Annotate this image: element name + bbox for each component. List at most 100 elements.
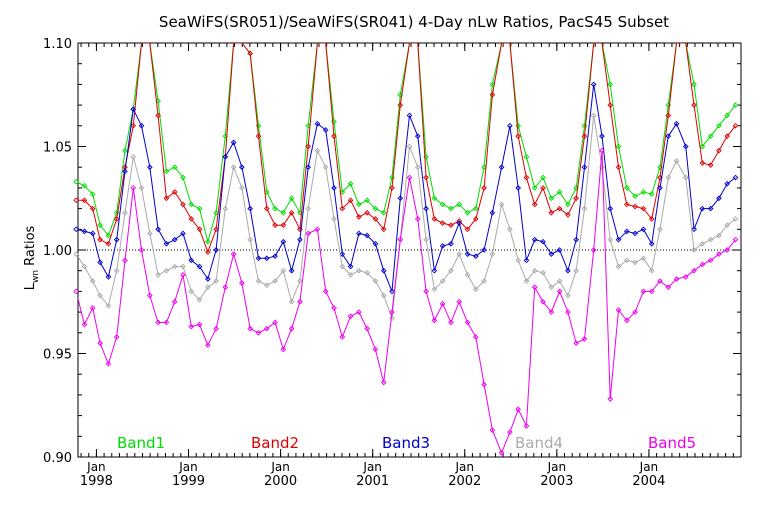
x-tick-label-month: Jan — [270, 460, 290, 474]
data-point-band5 — [448, 319, 454, 326]
data-point-band4 — [146, 230, 153, 237]
data-point-band1 — [699, 143, 706, 150]
data-point-band2 — [548, 209, 555, 216]
data-point-band5 — [648, 288, 655, 295]
y-tick-label: 0.90 — [43, 451, 72, 466]
data-point-band4 — [548, 284, 555, 291]
x-tick-label-month: Jan — [178, 460, 198, 474]
data-point-band4 — [180, 263, 186, 270]
data-point-band3 — [130, 106, 137, 113]
data-point-band3 — [280, 238, 287, 245]
data-point-band4 — [322, 164, 329, 171]
data-point-band5 — [331, 305, 337, 311]
data-point-band5 — [97, 340, 103, 346]
data-point-band2 — [380, 226, 387, 233]
data-point-band2 — [632, 203, 638, 210]
data-point-band1 — [356, 201, 362, 208]
data-point-band4 — [81, 263, 88, 270]
data-point-band1 — [272, 205, 278, 212]
data-point-band4 — [431, 286, 438, 293]
data-point-band3 — [716, 195, 722, 202]
data-point-band5 — [682, 274, 689, 280]
data-point-band4 — [356, 267, 362, 274]
data-point-band4 — [380, 292, 387, 299]
data-point-band4 — [640, 255, 647, 262]
data-point-band4 — [523, 278, 530, 284]
data-point-band5 — [280, 346, 287, 353]
data-point-band2 — [431, 216, 438, 222]
data-point-band5 — [673, 276, 680, 282]
data-point-band1 — [81, 182, 88, 189]
data-point-band4 — [297, 278, 303, 284]
data-point-band5 — [288, 325, 295, 332]
data-point-band4 — [581, 205, 588, 212]
data-point-band4 — [464, 272, 471, 278]
data-point-band4 — [540, 269, 546, 276]
data-point-band3 — [489, 209, 496, 216]
data-point-band4 — [280, 267, 287, 274]
data-point-band4 — [247, 236, 254, 243]
data-point-band4 — [122, 209, 128, 216]
data-point-band3 — [97, 259, 103, 266]
data-point-band2 — [699, 160, 706, 166]
data-point-band2 — [472, 216, 479, 222]
data-point-band3 — [515, 185, 521, 191]
data-point-band3 — [456, 220, 463, 226]
data-point-band2 — [113, 216, 120, 222]
data-point-band5 — [89, 305, 96, 311]
data-point-band4 — [213, 278, 219, 284]
data-point-band3 — [347, 263, 354, 270]
data-point-band3 — [523, 257, 530, 264]
data-point-band2 — [716, 147, 722, 154]
data-point-band5 — [523, 423, 530, 429]
data-point-band3 — [615, 236, 622, 243]
data-point-band4 — [205, 284, 211, 291]
data-point-band2 — [364, 209, 370, 216]
data-point-band1 — [89, 191, 96, 197]
x-tick-label-year: 1999 — [172, 474, 205, 489]
x-tick-label-month: Jan — [639, 460, 659, 474]
data-point-band2 — [196, 226, 203, 233]
data-point-band4 — [590, 112, 597, 119]
data-point-band3 — [163, 240, 170, 247]
data-point-band4 — [314, 147, 321, 154]
data-point-band2 — [489, 91, 496, 98]
data-point-band2 — [339, 205, 346, 212]
data-point-band1 — [623, 185, 630, 191]
data-point-band4 — [716, 232, 722, 239]
data-point-band1 — [640, 189, 647, 195]
data-point-band2 — [540, 185, 546, 191]
data-point-band5 — [632, 309, 638, 315]
data-point-band4 — [288, 298, 295, 305]
data-point-band5 — [423, 288, 429, 295]
data-point-band4 — [230, 164, 237, 171]
x-tick-label-year: 2000 — [264, 474, 297, 489]
data-point-band2 — [305, 143, 312, 150]
data-point-band4 — [673, 158, 680, 164]
data-point-band4 — [732, 216, 739, 222]
legend-label-band3: Band3 — [382, 434, 430, 452]
data-point-band4 — [607, 236, 614, 243]
data-point-band3 — [640, 226, 647, 233]
data-point-band4 — [414, 164, 421, 171]
data-point-band1 — [280, 209, 287, 216]
data-point-band1 — [472, 205, 479, 212]
data-point-band3 — [205, 276, 211, 282]
data-point-band3 — [180, 230, 186, 237]
data-point-band3 — [155, 226, 161, 233]
x-tick-label-month: Jan — [455, 460, 475, 474]
data-point-band1 — [163, 168, 170, 175]
data-point-band4 — [489, 251, 496, 257]
data-point-band3 — [188, 257, 195, 264]
data-point-band3 — [146, 164, 153, 171]
data-point-band2 — [439, 220, 446, 226]
data-point-band3 — [657, 185, 663, 191]
data-point-band1 — [716, 122, 722, 129]
data-point-band3 — [632, 230, 638, 237]
data-point-band4 — [615, 263, 622, 270]
data-point-band3 — [498, 164, 505, 171]
data-point-band2 — [397, 102, 404, 108]
data-point-band2 — [89, 205, 96, 212]
data-point-band4 — [222, 205, 229, 212]
